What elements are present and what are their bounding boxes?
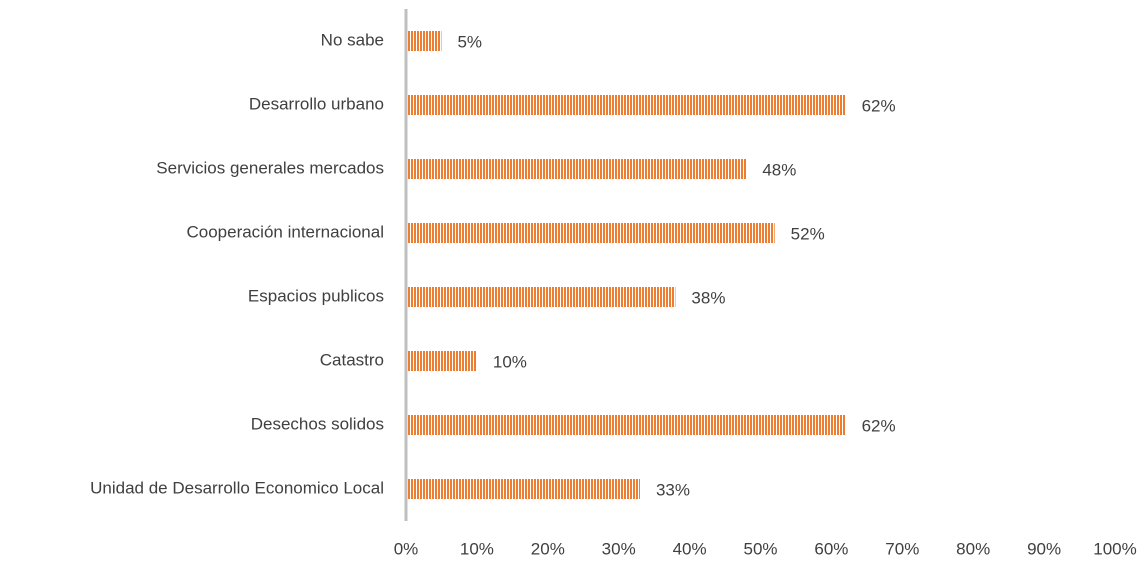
y-tick-label: Espacios publicos [248, 286, 384, 305]
value-label: 33% [656, 480, 690, 499]
y-tick-label: Catastro [320, 350, 384, 369]
x-tick-label: 70% [885, 539, 919, 558]
x-tick-label: 40% [673, 539, 707, 558]
y-tick-label: Servicios generales mercados [156, 158, 384, 177]
value-label: 52% [791, 224, 825, 243]
value-label: 5% [457, 32, 482, 51]
y-tick-label: Desarrollo urbano [249, 94, 384, 113]
value-label: 62% [862, 96, 896, 115]
y-tick-label: Cooperación internacional [186, 222, 384, 241]
bar [406, 415, 846, 435]
x-tick-label: 60% [814, 539, 848, 558]
bar [406, 479, 640, 499]
y-tick-label: Desechos solidos [251, 414, 384, 433]
value-label: 48% [762, 160, 796, 179]
bar [406, 159, 747, 179]
bar [406, 95, 846, 115]
value-label: 62% [862, 416, 896, 435]
bar [406, 351, 477, 371]
x-tick-label: 90% [1027, 539, 1061, 558]
value-label: 38% [691, 288, 725, 307]
y-tick-label: Unidad de Desarrollo Economico Local [90, 478, 384, 497]
x-tick-label: 20% [531, 539, 565, 558]
y-tick-label: No sabe [321, 30, 384, 49]
x-tick-label: 30% [602, 539, 636, 558]
x-tick-label: 50% [743, 539, 777, 558]
x-tick-label: 0% [394, 539, 419, 558]
bar [406, 287, 676, 307]
x-tick-label: 100% [1093, 539, 1136, 558]
bar [406, 223, 775, 243]
x-tick-label: 80% [956, 539, 990, 558]
x-tick-label: 10% [460, 539, 494, 558]
value-label: 10% [493, 352, 527, 371]
bar [406, 31, 442, 51]
